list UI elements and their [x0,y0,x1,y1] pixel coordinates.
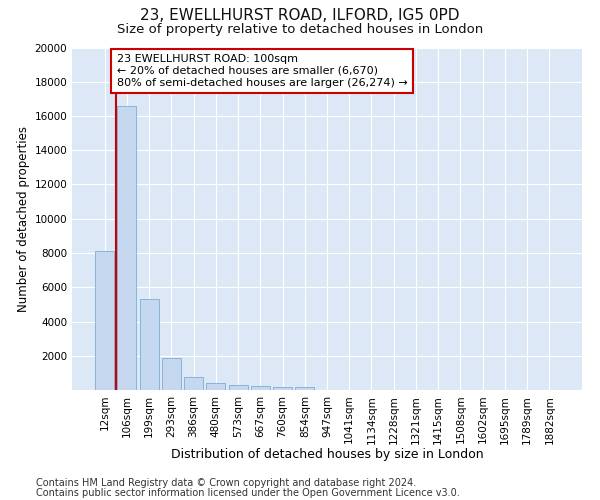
Bar [273,386,292,390]
Y-axis label: Number of detached properties: Number of detached properties [17,126,30,312]
X-axis label: Distribution of detached houses by size in London: Distribution of detached houses by size … [170,448,484,461]
Bar [229,385,248,390]
Bar [162,358,181,390]
Bar [95,252,114,390]
Text: Contains HM Land Registry data © Crown copyright and database right 2024.: Contains HM Land Registry data © Crown c… [36,478,416,488]
Bar [295,387,314,390]
Bar [118,106,136,390]
Text: Size of property relative to detached houses in London: Size of property relative to detached ho… [117,22,483,36]
Text: 23, EWELLHURST ROAD, ILFORD, IG5 0PD: 23, EWELLHURST ROAD, ILFORD, IG5 0PD [140,8,460,22]
Bar [251,386,270,390]
Text: Contains public sector information licensed under the Open Government Licence v3: Contains public sector information licen… [36,488,460,498]
Bar [140,299,158,390]
Bar [184,377,203,390]
Text: 23 EWELLHURST ROAD: 100sqm
← 20% of detached houses are smaller (6,670)
80% of s: 23 EWELLHURST ROAD: 100sqm ← 20% of deta… [117,54,407,88]
Bar [206,384,225,390]
